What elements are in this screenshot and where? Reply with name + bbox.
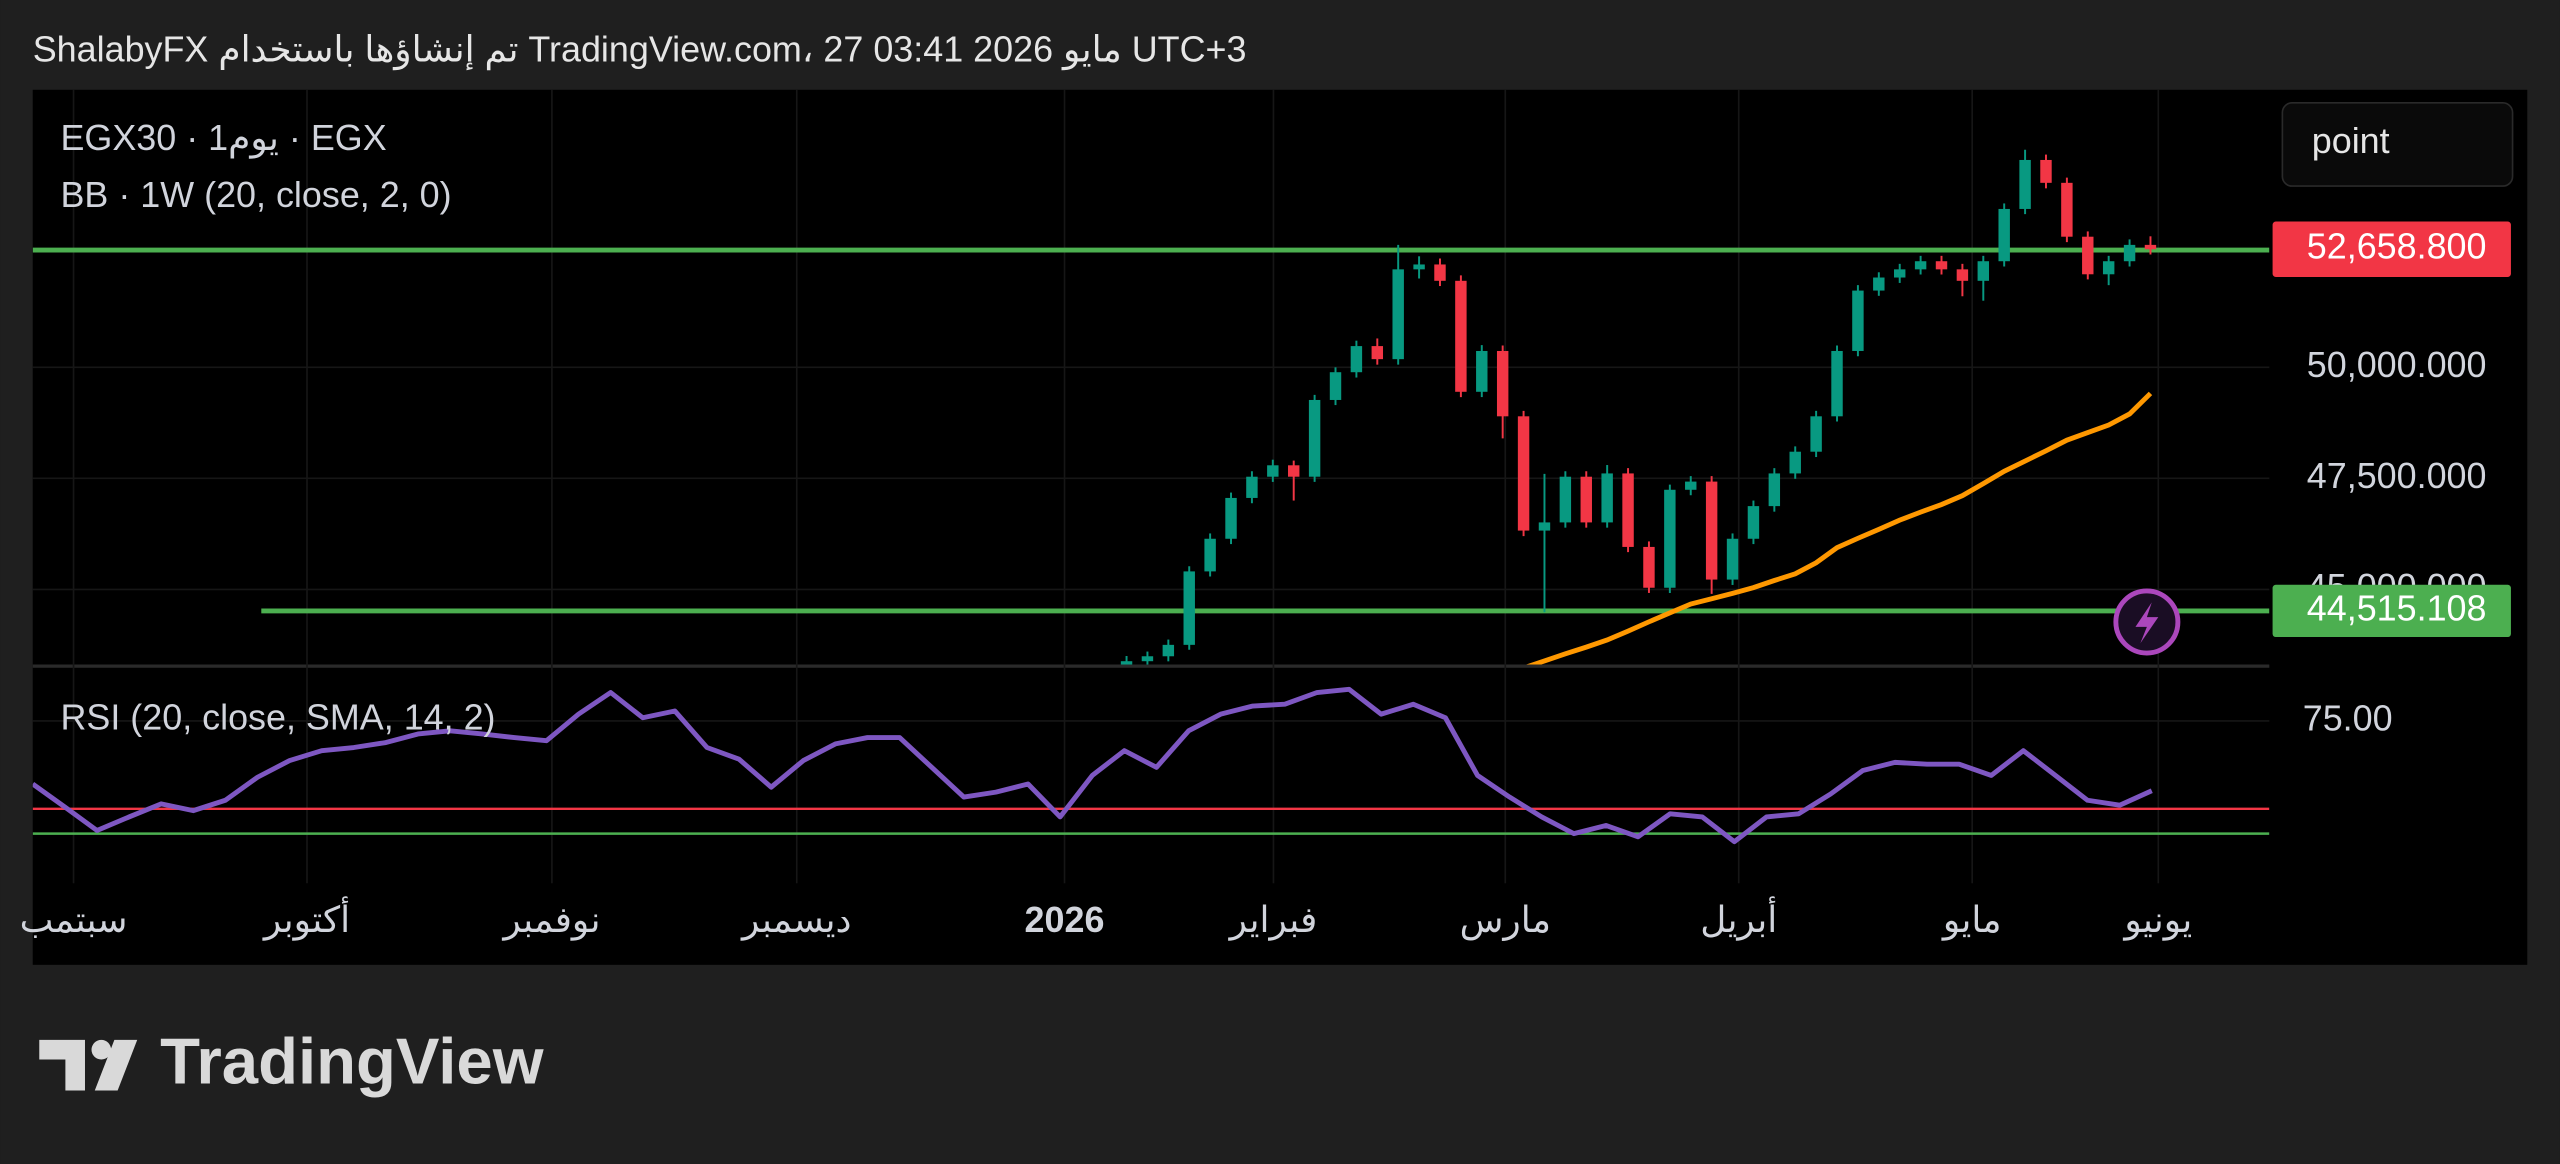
candle-body [1789, 451, 1801, 474]
candle-body [1371, 346, 1384, 360]
candle-body [2040, 159, 2052, 183]
indicator-label: BB · 1W (20, close, 2, 0) [60, 174, 451, 215]
candle-body [1935, 261, 1948, 270]
last-price-box [2272, 221, 2511, 277]
candle-body [1267, 465, 1279, 477]
logo-mark [94, 1039, 138, 1091]
candle-body [1664, 489, 1676, 588]
x-tick-label: أبريل [1700, 896, 1777, 941]
candle-body [1852, 290, 1864, 351]
logo-text: TradingView [160, 1024, 544, 1097]
grid [32, 89, 2270, 884]
rsi-tick-label: 75.00 [2303, 697, 2393, 738]
candle-body [1225, 497, 1237, 539]
chart-panel [32, 89, 2528, 965]
rsi-pane [32, 686, 2270, 845]
y-tick-label: 47,500.000 [2307, 455, 2487, 496]
x-tick-label: سبتمب [20, 899, 128, 940]
candle-body [1496, 350, 1509, 417]
candle-body [1580, 476, 1592, 523]
x-tick-label: أكتوبر [262, 896, 350, 941]
candle-body [1705, 481, 1718, 580]
logo: TradingView [39, 1024, 544, 1097]
x-tick-label: مايو [1941, 899, 2002, 941]
candle-body [2019, 159, 2031, 209]
candle-body [1747, 506, 1760, 539]
last-price-label: 52,658.800 [2307, 226, 2487, 267]
candle-body [1538, 522, 1551, 531]
alert-icon[interactable] [2113, 588, 2181, 656]
candle-body [1350, 346, 1363, 373]
button-text[interactable]: point [2312, 120, 2390, 161]
candle-body [1308, 399, 1321, 477]
rsi-label: RSI (20, close, SMA, 14, 2) [60, 696, 495, 737]
header-text: ShalabyFX تم إنشاؤها باستخدام TradingVie… [33, 29, 1247, 71]
candle-body [1517, 416, 1530, 531]
candle-body [1601, 473, 1613, 523]
candle-body [1726, 538, 1739, 580]
symbol-label: EGX30 · 1يوم · EGX [60, 117, 386, 159]
candle-body [1893, 269, 1906, 278]
price-label: 44,515.108 [2307, 587, 2487, 628]
candle-body [1183, 571, 1195, 645]
candle-body [1413, 264, 1425, 270]
candle-body [1329, 372, 1342, 400]
candle-body [1246, 476, 1258, 498]
candle-body [1434, 264, 1446, 281]
candle-body [2123, 244, 2136, 262]
candle-body [1685, 481, 1697, 490]
rsi-line [32, 686, 2153, 845]
x-tick-label: فبراير [1228, 899, 1318, 941]
price-pane [32, 149, 2270, 665]
candle-body [1998, 208, 2010, 262]
candle-body [1956, 269, 1969, 281]
candle-body [1204, 538, 1216, 572]
candle-body [1810, 416, 1822, 452]
candle-body [1622, 473, 1634, 547]
x-tick-label: ديسمبر [740, 899, 851, 941]
candle-body [1768, 473, 1781, 507]
interval-button[interactable]: point [2281, 102, 2514, 187]
x-tick-label: 2026 [1025, 899, 1105, 940]
candle-body [1162, 644, 1175, 657]
candle-body [2061, 182, 2073, 237]
candle-body [1914, 261, 1927, 270]
candle-body [2102, 261, 2115, 275]
candle-body [1455, 280, 1467, 392]
candle-body [2082, 236, 2094, 275]
candle-body [1476, 350, 1488, 392]
button-box[interactable] [2281, 102, 2514, 187]
candle-body [2144, 244, 2157, 250]
bb-basis-line [1526, 391, 2153, 665]
x-tick-label: مارس [1460, 899, 1551, 941]
price-label-box [2272, 584, 2511, 638]
candle-body [1287, 465, 1300, 477]
candle-body [1559, 476, 1572, 523]
bolt[interactable] [2135, 602, 2159, 644]
candle-body [1392, 269, 1404, 360]
x-tick-label: نوفمبر [501, 899, 600, 941]
axes: سبتمب أكتوبر نوفمبر ديسمبر 2026 فبراير مارس أبر… [20, 221, 2511, 941]
candle-body [1120, 661, 1133, 665]
candle-body [1643, 546, 1655, 588]
candle-body [1977, 261, 1990, 281]
x-tick-label: يونيو [2122, 899, 2192, 941]
candle-body [1873, 277, 1885, 291]
y-tick-label: 50,000.000 [2307, 344, 2487, 385]
candle-body [1141, 656, 1154, 662]
logo-mark [39, 1039, 85, 1091]
logo-mark [91, 1039, 112, 1060]
candle-body [1831, 350, 1843, 417]
